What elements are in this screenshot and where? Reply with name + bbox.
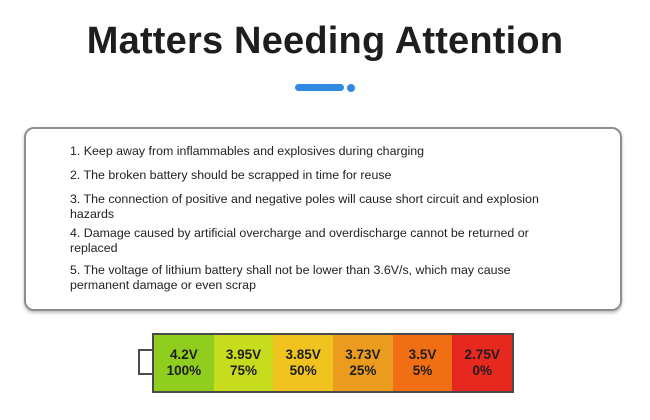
cell-voltage: 3.5V bbox=[408, 347, 437, 362]
cell-percent: 5% bbox=[412, 363, 433, 378]
cell-percent: 100% bbox=[166, 363, 202, 378]
battery-cell: 3.73V 25% bbox=[333, 335, 393, 391]
decoration-bar bbox=[295, 84, 344, 91]
notice-box: 1. Keep away from inflammables and explo… bbox=[24, 127, 622, 311]
battery-terminal bbox=[138, 349, 152, 375]
battery-cell: 3.5V 5% bbox=[392, 335, 453, 391]
cell-percent: 25% bbox=[349, 363, 377, 378]
battery-cells: 4.2V 100% 3.95V 75% 3.85V 50% 3.73V 25% … bbox=[152, 333, 514, 393]
cell-voltage: 3.73V bbox=[345, 347, 381, 362]
notice-item: 4. Damage caused by artificial overcharg… bbox=[70, 226, 529, 255]
page-title: Matters Needing Attention bbox=[86, 20, 564, 62]
notice-item: 1. Keep away from inflammables and explo… bbox=[70, 144, 425, 158]
notice-item: 3. The connection of positive and negati… bbox=[70, 192, 539, 221]
decoration-dot bbox=[347, 84, 355, 92]
cell-voltage: 3.95V bbox=[225, 347, 262, 362]
cell-voltage: 3.85V bbox=[285, 347, 321, 362]
battery-cell: 3.85V 50% bbox=[273, 335, 334, 391]
cell-percent: 75% bbox=[229, 363, 258, 378]
battery-cell: 4.2V 100% bbox=[154, 335, 214, 391]
notice-item: 2. The broken battery should be scrapped… bbox=[70, 167, 392, 182]
notice-item: 5. The voltage of lithium battery shall … bbox=[70, 263, 511, 292]
cell-voltage: 4.2V bbox=[169, 347, 198, 362]
cell-percent: 0% bbox=[472, 363, 492, 378]
notice-list: 1. Keep away from inflammables and explo… bbox=[70, 144, 570, 292]
cell-voltage: 2.75V bbox=[464, 347, 500, 362]
battery-cell: 2.75V 0% bbox=[452, 335, 513, 391]
cell-percent: 50% bbox=[289, 363, 317, 378]
battery-cell: 3.95V 75% bbox=[213, 335, 274, 391]
